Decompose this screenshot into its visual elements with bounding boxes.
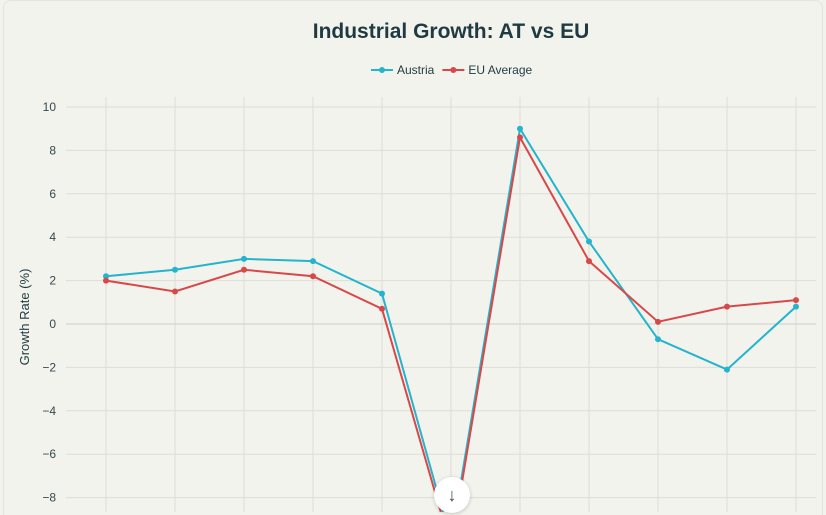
data-point[interactable] (517, 134, 523, 141)
data-point[interactable] (241, 255, 247, 262)
y-tick-label: 8 (49, 143, 56, 157)
data-point[interactable] (793, 303, 799, 310)
data-point[interactable] (310, 258, 316, 265)
y-tick-label: 6 (49, 187, 56, 201)
y-tick-label: −2 (42, 360, 56, 374)
data-point[interactable] (103, 273, 109, 280)
data-point[interactable] (586, 238, 592, 245)
data-point[interactable] (241, 266, 247, 273)
chart-container: Industrial Growth: AT vs EU Austria EU Av… (3, 0, 823, 515)
legend-marker (450, 67, 457, 73)
y-tick-label: −4 (42, 404, 56, 418)
legend-label[interactable]: Austria (397, 63, 435, 77)
data-point[interactable] (655, 318, 661, 325)
y-axis-label: Growth Rate (%) (17, 269, 32, 366)
data-point[interactable] (655, 336, 661, 343)
y-axis: 10 8 6 4 2 0 −2 −4 −6 −8 (42, 100, 56, 505)
scroll-down-button[interactable]: ↓ (434, 477, 470, 513)
data-point[interactable] (172, 266, 178, 273)
y-tick-label: 0 (49, 317, 56, 331)
data-point[interactable] (793, 297, 799, 304)
grid (66, 97, 816, 512)
data-point[interactable] (724, 366, 730, 373)
series-eu-average (103, 134, 799, 513)
y-tick-label: 4 (49, 230, 56, 244)
legend-marker (379, 67, 385, 73)
line-chart: Industrial Growth: AT vs EU Austria EU Av… (17, 20, 816, 513)
data-point[interactable] (379, 305, 385, 312)
y-tick-label: 2 (49, 274, 56, 288)
series-line (105, 134, 797, 513)
chart-title: Industrial Growth: AT vs EU (313, 20, 590, 43)
y-tick-label: −8 (42, 491, 56, 505)
data-point[interactable] (517, 125, 523, 132)
data-point[interactable] (586, 258, 592, 265)
y-tick-label: −6 (42, 447, 56, 461)
y-tick-label: 10 (43, 100, 57, 114)
data-point[interactable] (310, 273, 316, 280)
series-layer (103, 125, 799, 513)
legend: Austria EU Average (371, 63, 533, 77)
data-point[interactable] (172, 288, 178, 295)
data-point[interactable] (379, 290, 385, 297)
arrow-down-icon: ↓ (447, 484, 457, 505)
legend-label[interactable]: EU Average (468, 63, 532, 77)
data-point[interactable] (103, 277, 109, 284)
data-point[interactable] (724, 303, 730, 310)
